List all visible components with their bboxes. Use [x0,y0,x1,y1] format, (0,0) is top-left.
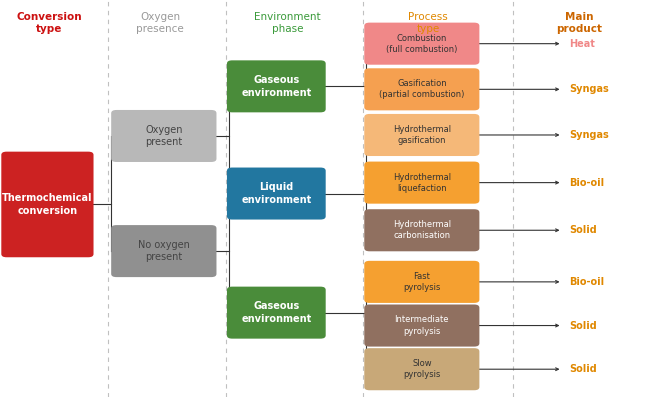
Text: Hydrothermal
carbonisation: Hydrothermal carbonisation [393,220,451,240]
Text: Solid: Solid [569,225,596,235]
FancyBboxPatch shape [111,225,216,277]
Text: Gasification
(partial combustion): Gasification (partial combustion) [379,79,464,99]
FancyBboxPatch shape [364,209,479,251]
Text: Bio-oil: Bio-oil [569,177,604,188]
FancyBboxPatch shape [364,68,479,110]
Text: Hydrothermal
liquefaction: Hydrothermal liquefaction [393,173,451,193]
FancyBboxPatch shape [111,110,216,162]
Text: Bio-oil: Bio-oil [569,277,604,287]
FancyBboxPatch shape [364,304,479,347]
Text: Environment
phase: Environment phase [254,12,321,34]
FancyBboxPatch shape [364,162,479,204]
Text: Solid: Solid [569,320,596,331]
FancyBboxPatch shape [227,168,326,220]
Text: Oxygen
present: Oxygen present [145,125,182,147]
Text: Heat: Heat [569,39,595,49]
FancyBboxPatch shape [364,114,479,156]
Text: Syngas: Syngas [569,84,609,94]
Text: No oxygen
present: No oxygen present [138,240,190,262]
Text: Liquid
environment: Liquid environment [241,182,311,205]
Text: Solid: Solid [569,364,596,374]
Text: Gaseous
environment: Gaseous environment [241,75,311,98]
Text: Conversion
type: Conversion type [16,12,82,34]
FancyBboxPatch shape [364,348,479,390]
Text: Intermediate
pyrolysis: Intermediate pyrolysis [394,316,449,335]
Text: Hydrothermal
gasification: Hydrothermal gasification [393,125,451,145]
FancyBboxPatch shape [1,152,94,257]
Text: Slow
pyrolysis: Slow pyrolysis [403,359,441,379]
FancyBboxPatch shape [227,287,326,339]
FancyBboxPatch shape [364,261,479,303]
Text: Process
type: Process type [409,12,448,34]
Text: Main
product: Main product [556,12,602,34]
Text: Syngas: Syngas [569,130,609,140]
Text: Combustion
(full combustion): Combustion (full combustion) [386,34,458,54]
Text: Gaseous
environment: Gaseous environment [241,301,311,324]
FancyBboxPatch shape [364,23,479,65]
FancyBboxPatch shape [227,60,326,112]
Text: Fast
pyrolysis: Fast pyrolysis [403,272,441,292]
Text: Thermochemical
conversion: Thermochemical conversion [2,193,93,216]
Text: Oxygen
presence: Oxygen presence [136,12,184,34]
